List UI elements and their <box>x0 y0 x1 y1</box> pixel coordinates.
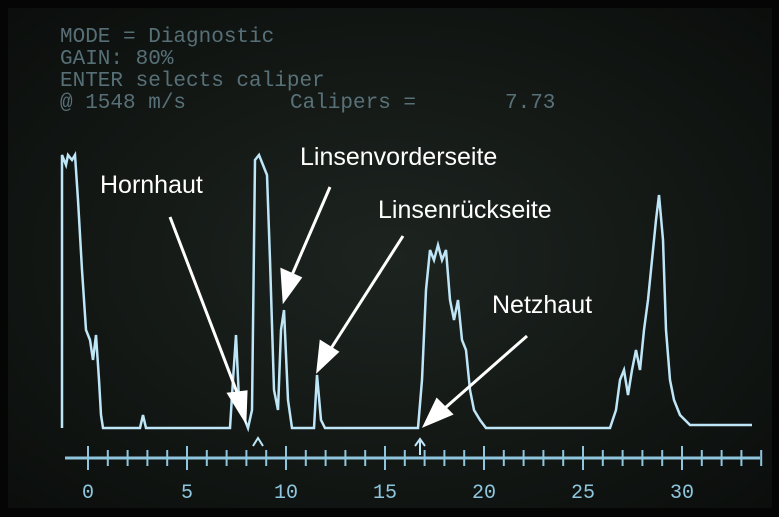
annotation: Linsenrückseite <box>378 196 552 224</box>
axis-label: 10 <box>274 482 298 505</box>
arrow <box>444 334 528 410</box>
axis-label: 5 <box>181 482 193 505</box>
screen-text: MODE = Diagnostic GAIN: 80% ENTER select… <box>60 26 555 115</box>
screen-line: ENTER selects caliper <box>60 70 325 93</box>
screen-line: GAIN: 80% <box>60 48 174 71</box>
arrow <box>290 186 332 276</box>
waveform <box>60 150 752 433</box>
arrowhead <box>226 390 248 426</box>
arrows <box>168 186 528 428</box>
arrow <box>168 216 240 396</box>
screen-line: @ 1548 m/s <box>60 92 186 115</box>
screen-line: MODE = Diagnostic <box>60 26 274 49</box>
axis-label: 20 <box>472 482 496 505</box>
arrowhead <box>280 267 303 305</box>
screen-line: Calipers = <box>290 92 416 115</box>
arrow <box>328 235 405 351</box>
annotation: Netzhaut <box>492 291 592 319</box>
annotation: Linsenvorderseite <box>300 143 497 171</box>
axis-label: 30 <box>670 482 694 505</box>
axis-label: 15 <box>373 482 397 505</box>
axis-labels: 0 5 10 15 20 25 30 <box>82 482 694 505</box>
axis-ticks <box>87 446 763 470</box>
axis-label: 0 <box>82 482 94 505</box>
arrowhead <box>316 339 340 374</box>
arrowhead <box>421 397 454 428</box>
marker <box>252 436 264 447</box>
annotation: Hornhaut <box>100 171 203 199</box>
marker <box>414 437 426 455</box>
screen-line: 7.73 <box>505 92 555 115</box>
axis-label: 25 <box>571 482 595 505</box>
